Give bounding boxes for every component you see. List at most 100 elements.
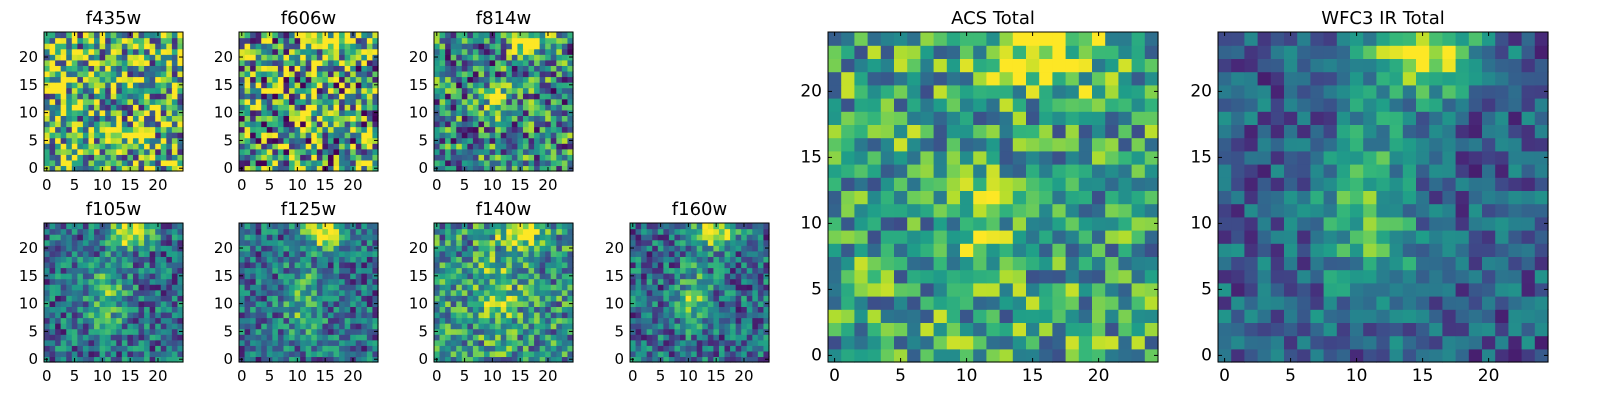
heatmap-cell bbox=[495, 70, 502, 78]
heatmap-cell bbox=[88, 339, 95, 346]
heatmap-cell bbox=[522, 120, 530, 128]
heatmap-cell bbox=[344, 245, 351, 252]
heatmap-cell bbox=[489, 98, 496, 105]
heatmap-cell bbox=[707, 273, 714, 280]
heatmap-cell bbox=[506, 93, 513, 100]
heatmap-cell bbox=[467, 311, 474, 319]
heatmap-cell bbox=[450, 115, 457, 122]
heatmap-cell bbox=[657, 250, 664, 257]
heatmap-cell bbox=[110, 323, 117, 330]
heatmap-cell bbox=[138, 317, 145, 324]
heatmap-cell bbox=[355, 37, 362, 44]
heatmap-cell bbox=[250, 87, 257, 94]
heatmap-cell bbox=[478, 59, 485, 66]
heatmap-cell bbox=[355, 98, 362, 105]
heatmap-cell bbox=[344, 345, 351, 352]
heatmap-cell bbox=[999, 269, 1014, 284]
heatmap-cell bbox=[489, 334, 496, 341]
heatmap-cell bbox=[920, 348, 935, 363]
heatmap-cell bbox=[1052, 177, 1067, 191]
x-tick-label: 20 bbox=[538, 176, 557, 194]
heatmap-cell bbox=[467, 261, 474, 269]
heatmap-cell bbox=[255, 256, 262, 263]
heatmap-cell bbox=[305, 278, 312, 285]
heatmap-cell bbox=[522, 273, 530, 280]
heatmap-cell bbox=[339, 317, 346, 324]
heatmap-cell bbox=[724, 334, 731, 341]
heatmap-cell bbox=[561, 154, 569, 161]
heatmap-cell bbox=[500, 37, 507, 44]
heatmap-cell bbox=[960, 230, 974, 244]
heatmap-cell bbox=[489, 256, 496, 263]
heatmap-cell bbox=[316, 54, 323, 61]
heatmap-cell bbox=[907, 203, 921, 218]
heatmap-cell bbox=[635, 245, 642, 252]
heatmap-cell bbox=[366, 356, 374, 363]
heatmap-cell bbox=[467, 115, 474, 122]
heatmap-cell bbox=[327, 148, 335, 155]
heatmap-cell bbox=[49, 48, 56, 55]
heatmap-cell bbox=[472, 300, 480, 307]
heatmap-cell bbox=[556, 37, 563, 44]
heatmap-cell bbox=[646, 273, 653, 280]
heatmap-cell bbox=[283, 104, 290, 111]
heatmap-cell bbox=[567, 148, 574, 155]
heatmap-cell bbox=[350, 115, 357, 122]
heatmap-cell bbox=[49, 334, 56, 341]
heatmap-cell bbox=[327, 273, 335, 280]
heatmap-cell bbox=[484, 126, 491, 133]
heatmap-cell bbox=[82, 98, 90, 105]
heatmap-cell bbox=[272, 323, 279, 330]
heatmap-cell bbox=[316, 261, 323, 269]
heatmap-cell bbox=[94, 300, 101, 307]
heatmap-cell bbox=[489, 306, 496, 313]
heatmap-cell bbox=[1078, 322, 1093, 337]
heatmap-cell bbox=[171, 350, 179, 358]
heatmap-cell bbox=[696, 267, 703, 274]
heatmap-cell bbox=[283, 137, 290, 144]
heatmap-cell bbox=[44, 159, 51, 167]
heatmap-cell bbox=[110, 104, 117, 111]
heatmap-cell bbox=[177, 250, 184, 257]
heatmap-cell bbox=[550, 223, 557, 230]
heatmap-cell bbox=[171, 48, 179, 55]
heatmap-cell bbox=[44, 295, 51, 302]
heatmap-cell bbox=[350, 284, 357, 291]
heatmap-cell bbox=[730, 350, 737, 358]
heatmap-cell bbox=[539, 328, 546, 335]
heatmap-cell bbox=[344, 132, 351, 139]
heatmap-cell bbox=[121, 317, 128, 324]
heatmap-cell bbox=[439, 87, 446, 94]
heatmap-cell bbox=[506, 148, 513, 155]
heatmap-cell bbox=[495, 159, 502, 167]
heatmap-cell bbox=[663, 273, 670, 280]
heatmap-cell bbox=[478, 132, 485, 139]
heatmap-cell bbox=[144, 323, 151, 330]
heatmap-cell bbox=[244, 306, 251, 313]
heatmap-cell bbox=[680, 245, 687, 252]
heatmap-cell bbox=[305, 328, 312, 335]
heatmap-cell bbox=[1039, 164, 1053, 178]
heatmap-cell bbox=[372, 289, 379, 296]
heatmap-cell bbox=[366, 120, 374, 128]
heatmap-cell bbox=[316, 93, 323, 100]
heatmap-cell bbox=[556, 228, 563, 235]
heatmap-cell bbox=[757, 345, 765, 352]
heatmap-cell bbox=[300, 143, 307, 150]
heatmap-cell bbox=[567, 32, 574, 39]
heatmap-cell bbox=[171, 328, 179, 335]
heatmap-cell bbox=[350, 104, 357, 111]
heatmap-cell bbox=[305, 289, 312, 296]
heatmap-cell bbox=[55, 317, 62, 324]
heatmap-cell bbox=[127, 317, 134, 324]
heatmap-cell bbox=[250, 311, 257, 319]
heatmap-cell bbox=[71, 311, 78, 319]
heatmap-cell bbox=[105, 159, 112, 167]
heatmap-cell bbox=[311, 328, 318, 335]
heatmap-cell bbox=[99, 267, 106, 274]
heatmap-cell bbox=[55, 143, 62, 150]
heatmap-cell bbox=[434, 267, 441, 274]
heatmap-cell bbox=[144, 104, 151, 111]
heatmap-cell bbox=[1131, 296, 1146, 310]
heatmap-cell bbox=[663, 261, 670, 269]
